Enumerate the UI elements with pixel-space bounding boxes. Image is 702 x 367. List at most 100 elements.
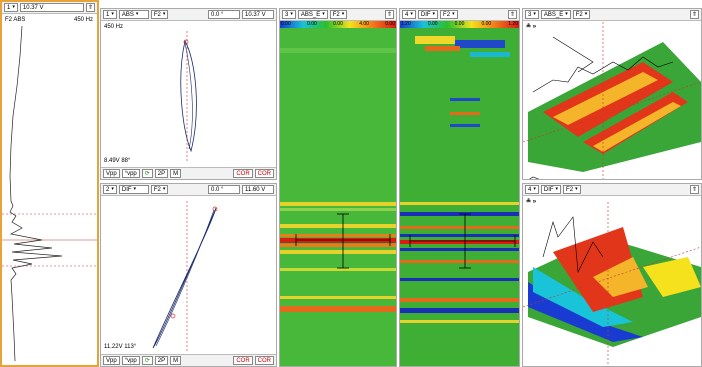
s3-mode-select[interactable]: ABS_E ▾ [297,10,328,19]
p1-channel-select[interactable]: 1 ▾ [103,10,117,19]
p2-phase-field[interactable]: 0.0 ° [208,185,240,194]
p1-bottom-bar: Vpp °vpp ⟳ 2P M COR COR [101,167,276,179]
p1-phase: 0.0 ° [211,11,224,18]
p1-cor2-button[interactable]: COR [254,169,274,178]
s3-toolbar: 3 ▾ ABS_E ▾ F2 ▾ ⇑ [280,9,396,21]
p2-freq-select[interactable]: F2 ▾ [150,185,169,194]
p1-mode-select[interactable]: ABS ▾ [118,10,149,19]
strip-up-arrow-icon[interactable]: ⇑ [86,3,95,12]
p2-m-button[interactable]: M [170,356,182,365]
strip-value-select[interactable]: 10.37 V [19,3,84,12]
s4-freq-select[interactable]: F2 ▾ [440,10,458,19]
s3-color-scale: 0.00 0.00 0.00 4.00 0.00 [280,21,396,28]
d1-surface [523,22,701,179]
s3-cscan-image [280,28,396,366]
d2-mode: DIF [543,186,554,193]
strip-channel-select[interactable]: 1 ▾ [4,3,18,12]
s3-scale-3: 4.00 [359,21,369,27]
p2-vpp-button[interactable]: Vpp [103,356,120,365]
p2-readout: 11.22V 113° [104,344,137,350]
surface-3d-panel-1: 3 ▾ ABS_E ▾ F2 ▾ ⇑ ≗ » [522,8,702,180]
d1-up-arrow-icon[interactable]: ⇑ [690,10,699,19]
strip-trace [2,25,97,362]
p1-freq-label: 450 Hz [104,24,124,30]
s3-freq-select[interactable]: F2 ▾ [329,10,348,19]
s3-scale-1: 0.00 [307,21,317,27]
p1-lissajous [180,31,197,161]
p1-freq: F2 [153,11,161,18]
s4-scale-2: 0.00 [454,21,465,27]
s4-scale-3: 0.00 [481,21,492,27]
p1-freq-select[interactable]: F2 ▾ [150,10,169,19]
p2-2p-button[interactable]: 2P [154,356,169,365]
strip-value: 10.37 V [22,4,44,11]
d2-up-arrow-icon[interactable]: ⇑ [690,185,699,194]
strip-chart-panel: 1 ▾ 10.37 V ⇑ F2 ABS 450 Hz [0,0,99,367]
p2-cor-button[interactable]: COR [233,356,253,365]
strip-channel: 1 [7,4,11,11]
impedance-plane-2: 2 ▾ DIF ▾ F2 ▾ 0.0 ° 11.60 V 11.22V 113° Vp… [100,183,277,367]
s4-scale-4: 1.20 [508,21,518,27]
strip-title: F2 ABS [5,17,26,23]
p1-mode: ABS [121,11,134,18]
p1-readout: 8.49V 88° [104,158,131,164]
strip-freq: 450 Hz [73,17,93,23]
s4-toolbar: 4 ▾ DIF ▾ F2 ▾ ⇑ [400,9,519,21]
d2-channel: 4 [528,186,532,193]
d1-freq: F2 [575,11,583,18]
s3-up-arrow-icon[interactable]: ⇑ [385,10,394,19]
d2-toolbar: 4 ▾ DIF ▾ F2 ▾ ⇑ [523,184,701,196]
p1-phase-field[interactable]: 0.0 ° [208,10,240,19]
s4-up-arrow-icon[interactable]: ⇑ [508,10,517,19]
p1-2p-button[interactable]: 2P [154,169,169,178]
strip-toolbar: 1 ▾ 10.37 V ⇑ [2,2,97,14]
p1-vpp-button[interactable]: Vpp [103,169,120,178]
d2-mode-select[interactable]: DIF ▾ [540,185,562,194]
p1-cor-button[interactable]: COR [233,169,253,178]
s4-scale-0: 1.20 [401,21,411,27]
s3-mode: ABS_E [300,11,321,18]
d2-channel-select[interactable]: 4 ▾ [525,185,539,194]
p2-channel-select[interactable]: 2 ▾ [103,185,117,194]
p2-vpp2-button[interactable]: °vpp [121,356,140,365]
d1-nav-icon[interactable]: ≗ » [526,24,537,30]
s4-channel: 4 [405,11,409,18]
d1-channel-select[interactable]: 3 ▾ [525,10,539,19]
d1-channel: 3 [528,11,532,18]
p2-mode-select[interactable]: DIF ▾ [118,185,149,194]
p2-phase: 0.0 ° [211,186,224,193]
d1-mode-select[interactable]: ABS_E ▾ [540,10,571,19]
p2-span-field[interactable]: 11.60 V [242,185,274,194]
p1-vpp2-button[interactable]: °vpp [121,169,140,178]
s4-mode-select[interactable]: DIF ▾ [417,10,439,19]
d2-freq-select[interactable]: F2 ▾ [563,185,581,194]
p2-span: 11.60 V [245,186,266,193]
d1-freq-select[interactable]: F2 ▾ [572,10,591,19]
s4-channel-select[interactable]: 4 ▾ [402,10,416,19]
p1-span-field[interactable]: 10.37 V [242,10,274,19]
d2-nav-icon[interactable]: ≗ » [526,199,537,205]
p1-channel: 1 [106,11,110,18]
d1-mode: ABS_E [543,11,564,18]
p2-cor2-button[interactable]: COR [254,356,274,365]
d2-freq: F2 [566,186,574,193]
p2-bottom-bar: Vpp °vpp ⟳ 2P M COR COR [101,354,276,366]
surface-3d-panel-2: 4 ▾ DIF ▾ F2 ▾ ⇑ ≗ » [522,183,702,367]
p1-toolbar: 1 ▾ ABS ▾ F2 ▾ 0.0 ° 10.37 V [101,9,276,21]
p1-m-button[interactable]: M [170,169,182,178]
s4-freq: F2 [443,11,451,18]
p1-refresh-icon[interactable]: ⟳ [141,169,153,178]
p2-lissajous [152,201,218,351]
s3-scale-4: 0.00 [385,21,395,27]
cscan-panel-4: 4 ▾ DIF ▾ F2 ▾ ⇑ 1.20 0.00 0.00 0.00 1.20 [399,8,520,367]
s4-mode: DIF [420,11,431,18]
s4-scale-1: 0.00 [427,21,438,27]
p2-mode: DIF [121,186,132,193]
p2-channel: 2 [106,186,110,193]
p2-refresh-icon[interactable]: ⟳ [141,356,153,365]
s3-channel-select[interactable]: 3 ▾ [282,10,296,19]
p2-freq: F2 [153,186,161,193]
s3-scale-0: 0.00 [281,21,291,27]
s4-color-scale: 1.20 0.00 0.00 0.00 1.20 [400,21,519,28]
s3-scale-2: 0.00 [333,21,343,27]
